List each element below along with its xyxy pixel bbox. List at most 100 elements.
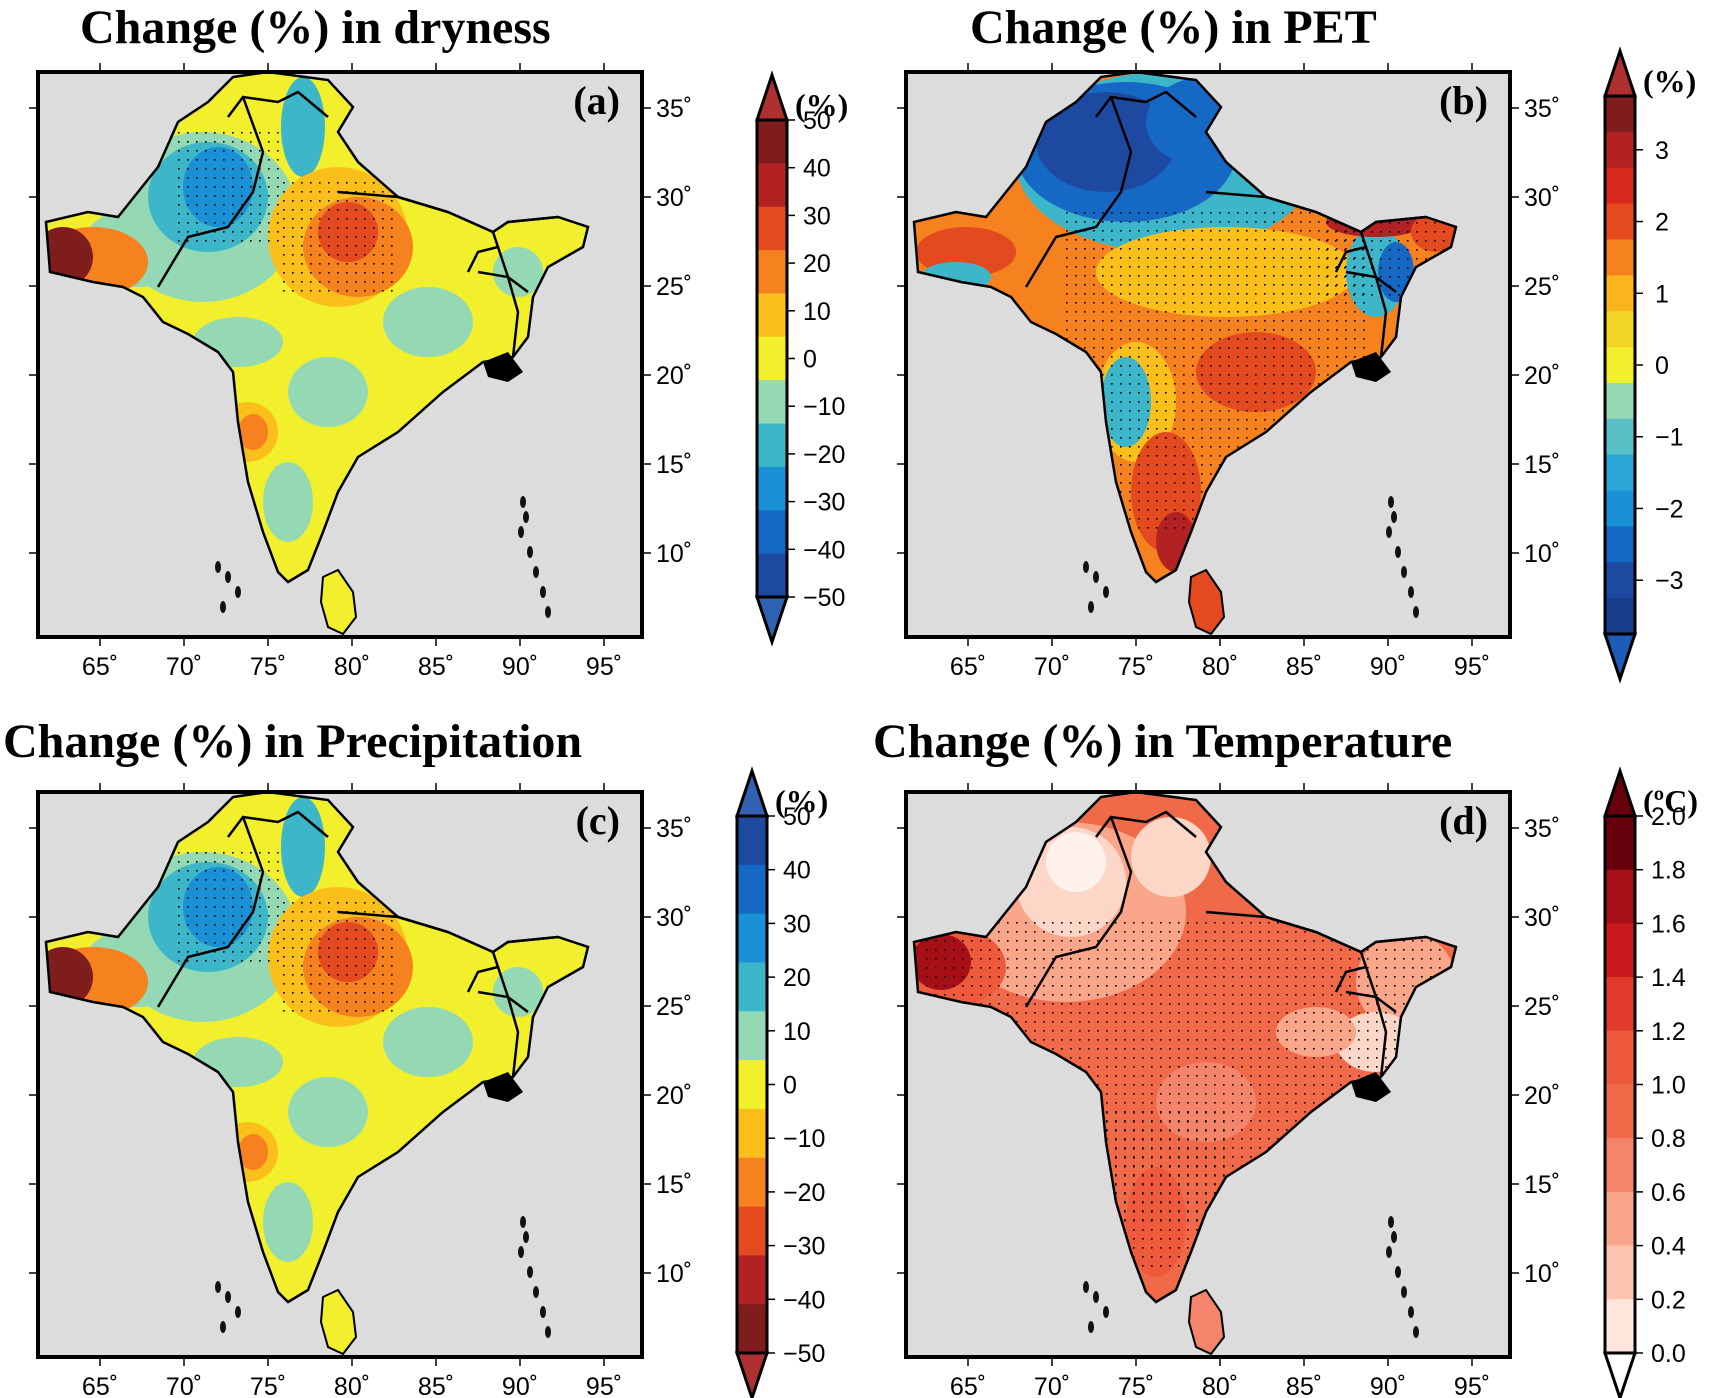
stipple-dot xyxy=(1205,940,1207,942)
stipple-dot xyxy=(1142,1130,1144,1132)
stipple-dot xyxy=(1345,293,1347,295)
colorbar-segment xyxy=(1605,1084,1635,1139)
stipple-dot xyxy=(259,915,261,917)
stipple-dot xyxy=(1043,1012,1045,1014)
stipple-dot xyxy=(1169,1111,1171,1113)
stipple-dot xyxy=(971,985,973,987)
lat-label: 10˚ xyxy=(1524,540,1560,568)
stipple-dot xyxy=(1335,258,1337,260)
stipple-dot xyxy=(1120,212,1122,214)
stipple-dot xyxy=(1124,1066,1126,1068)
stipple-dot xyxy=(241,141,243,143)
island xyxy=(523,511,529,523)
stipple-dot xyxy=(301,902,303,904)
stipple-dot xyxy=(1219,257,1221,259)
stipple-dot xyxy=(1016,985,1018,987)
stipple-dot xyxy=(259,897,261,899)
stipple-dot xyxy=(187,213,189,215)
stipple-dot xyxy=(214,150,216,152)
stipple-dot xyxy=(1264,329,1266,331)
stipple-dot xyxy=(1097,1057,1099,1059)
stipple-dot xyxy=(1178,1111,1180,1113)
stipple-dot xyxy=(1286,1120,1288,1122)
stipple-dot xyxy=(1340,1048,1342,1050)
stipple-dot xyxy=(1133,1219,1135,1221)
stipple-dot xyxy=(1241,1030,1243,1032)
stipple-dot xyxy=(1165,437,1167,439)
stipple-dot xyxy=(259,204,261,206)
stipple-dot xyxy=(1124,922,1126,924)
stipple-dot xyxy=(1205,985,1207,987)
stipple-dot xyxy=(1241,1084,1243,1086)
stipple-dot xyxy=(1237,230,1239,232)
stipple-dot xyxy=(1165,410,1167,412)
stipple-dot xyxy=(1160,1112,1162,1114)
stipple-dot xyxy=(1187,1111,1189,1113)
stipple-dot xyxy=(1151,1220,1153,1222)
stipple-dot xyxy=(1210,266,1212,268)
stipple-dot xyxy=(1151,1201,1153,1203)
stipple-dot xyxy=(364,182,366,184)
stipple-dot xyxy=(989,958,991,960)
stipple-dot xyxy=(1219,446,1221,448)
stipple-dot xyxy=(1326,258,1328,260)
stipple-dot xyxy=(1214,1030,1216,1032)
stipple-dot xyxy=(1363,356,1365,358)
stipple-dot xyxy=(1291,266,1293,268)
stipple-dot xyxy=(1241,1003,1243,1005)
stipple-dot xyxy=(1264,356,1266,358)
stipple-dot xyxy=(319,182,321,184)
stipple-dot xyxy=(241,960,243,962)
stipple-dot xyxy=(1210,293,1212,295)
stipple-dot xyxy=(1300,212,1302,214)
stipple-dot xyxy=(1430,976,1432,978)
stipple-dot xyxy=(1210,392,1212,394)
stipple-dot xyxy=(1070,1039,1072,1041)
stipple-dot xyxy=(1138,509,1140,511)
stipple-dot xyxy=(1340,967,1342,969)
island xyxy=(1103,586,1109,598)
stipple-dot xyxy=(1237,275,1239,277)
stipple-dot xyxy=(1043,967,1045,969)
stipple-dot xyxy=(1210,437,1212,439)
stipple-dot xyxy=(232,168,234,170)
stipple-dot xyxy=(241,879,243,881)
stipple-dot xyxy=(1151,1075,1153,1077)
stipple-dot xyxy=(1277,1111,1279,1113)
stipple-dot xyxy=(241,168,243,170)
stipple-dot xyxy=(214,240,216,242)
stipple-dot xyxy=(328,938,330,940)
stipple-dot xyxy=(1093,302,1095,304)
stipple-dot xyxy=(1286,1111,1288,1113)
stipple-dot xyxy=(1223,1175,1225,1177)
stipple-dot xyxy=(1097,994,1099,996)
stipple-dot xyxy=(346,281,348,283)
stipple-dot xyxy=(1219,437,1221,439)
stipple-dot xyxy=(283,992,285,994)
stipple-dot xyxy=(1178,1066,1180,1068)
blob-westcoast-core xyxy=(1101,357,1151,447)
stipple-dot xyxy=(283,218,285,220)
stipple-dot xyxy=(382,263,384,265)
stipple-dot xyxy=(1084,248,1086,250)
stipple-dot xyxy=(1165,500,1167,502)
stipple-dot xyxy=(1385,958,1387,960)
stipple-dot xyxy=(1133,1202,1135,1204)
stipple-dot xyxy=(346,227,348,229)
stipple-dot xyxy=(277,888,279,890)
stipple-dot xyxy=(1223,922,1225,924)
colorbar-segment xyxy=(1605,1138,1635,1193)
stipple-dot xyxy=(1169,1265,1171,1267)
stipple-dot xyxy=(1349,985,1351,987)
stipple-dot xyxy=(232,231,234,233)
stipple-dot xyxy=(1151,1192,1153,1194)
stipple-dot xyxy=(310,920,312,922)
stipple-dot xyxy=(1133,1003,1135,1005)
stipple-dot xyxy=(1412,949,1414,951)
stipple-dot xyxy=(1147,266,1149,268)
stipple-dot xyxy=(1201,347,1203,349)
colorbar-label: 1.0 xyxy=(1651,1072,1686,1100)
stipple-dot xyxy=(1196,1184,1198,1186)
stipple-dot xyxy=(391,209,393,211)
stipple-dot xyxy=(1205,1192,1207,1194)
